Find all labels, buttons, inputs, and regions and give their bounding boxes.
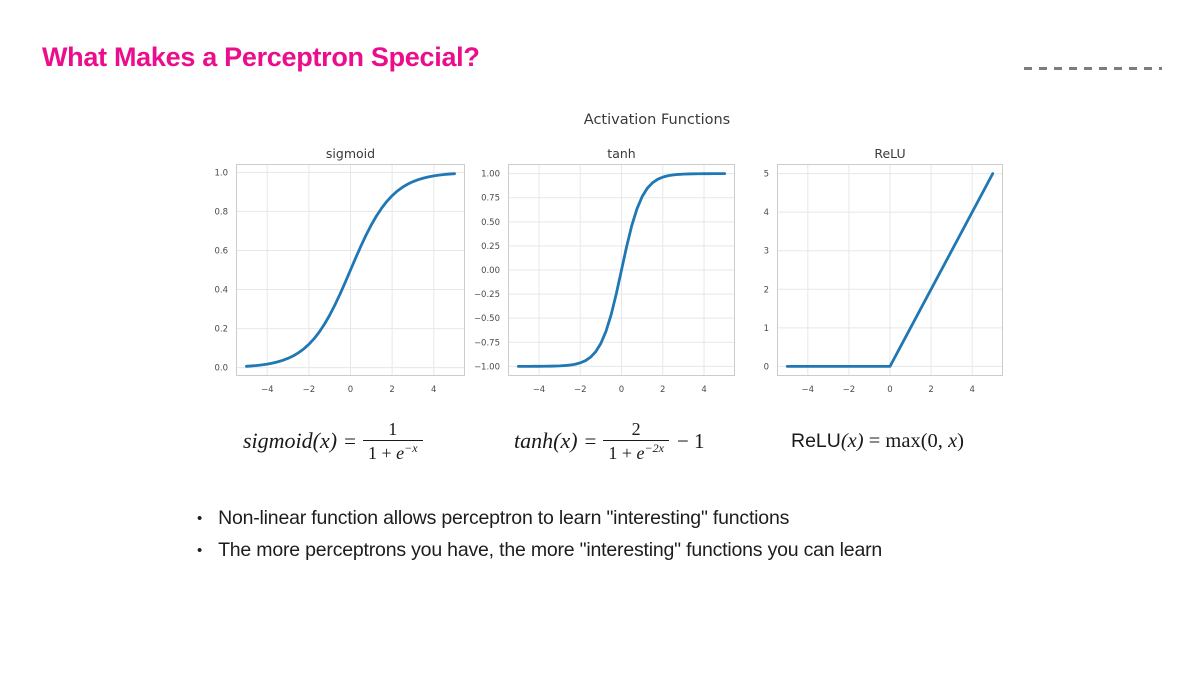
svg-text:5: 5 [764,170,769,180]
figure-title: Activation Functions [583,112,731,128]
svg-text:−2: −2 [843,385,856,395]
svg-text:−0.25: −0.25 [474,290,500,300]
relu-arg: (x) [840,429,864,452]
fraction-numerator: 2 [631,418,641,439]
sigmoid-formula: sigmoid(x) = 1 1 + e−x [243,405,423,477]
bullet-item: Non-linear function allows perceptron to… [197,503,882,535]
svg-text:0: 0 [348,385,353,395]
svg-text:4: 4 [764,208,769,218]
svg-text:0.8: 0.8 [214,207,228,217]
svg-text:1.0: 1.0 [214,168,228,178]
svg-text:−4: −4 [261,385,274,395]
svg-text:−4: −4 [533,385,546,395]
svg-text:0: 0 [764,362,769,372]
sigmoid-chart: 0.0 0.2 0.4 0.6 0.8 1.0 −4 −2 0 2 4 [214,164,465,395]
svg-text:−0.50: −0.50 [474,314,500,324]
fraction-denominator: 1 + e−2x [603,439,669,464]
sigmoid-chart-title: sigmoid [325,146,376,161]
svg-text:0.2: 0.2 [214,325,228,335]
svg-text:0.50: 0.50 [481,218,500,228]
svg-text:−4: −4 [802,385,815,395]
svg-text:2: 2 [928,385,933,395]
tanh-chart: −1.00 −0.75 −0.50 −0.25 0.00 0.25 0.50 0.75 1.00… [474,164,735,395]
svg-text:4: 4 [431,385,436,395]
logo-fragment-dashed-line [1024,67,1162,70]
svg-text:4: 4 [969,385,974,395]
relu-chart: 0 1 2 3 4 5 −4 −2 0 2 4 [764,164,1003,395]
tanh-formula-lhs: tanh(x) [514,428,578,453]
tanh-chart-title: tanh [607,146,636,161]
svg-text:−1.00: −1.00 [474,362,500,372]
euler-e: e [636,442,645,463]
svg-text:2: 2 [764,285,769,295]
svg-text:0.4: 0.4 [214,286,228,296]
bullet-list: Non-linear function allows perceptron to… [197,503,882,567]
svg-text:0.75: 0.75 [481,194,500,204]
svg-text:2: 2 [389,385,394,395]
page-title: What Makes a Perceptron Special? [42,42,480,72]
relu-var: x [948,429,958,452]
svg-text:0.00: 0.00 [481,266,500,276]
sigmoid-formula-lhs: sigmoid(x) [243,428,338,453]
tanh-formula: tanh(x) = 2 1 + e−2x − 1 [514,405,705,477]
svg-text:3: 3 [764,247,769,257]
bullet-item: The more perceptrons you have, the more … [197,535,882,567]
svg-text:−2: −2 [574,385,587,395]
svg-text:0.25: 0.25 [481,242,500,252]
minus-one-term: − 1 [676,428,705,453]
relu-equals-max: = max(0, [863,429,949,452]
relu-chart-title: ReLU [874,146,906,161]
fraction-denominator: 1 + e−x [362,439,423,464]
relu-close-paren: ) [957,429,964,452]
sigmoid-fraction: 1 1 + e−x [362,418,423,464]
svg-text:1.00: 1.00 [481,170,500,180]
equals-sign: = [344,428,356,453]
svg-text:0.6: 0.6 [214,246,228,256]
tanh-fraction: 2 1 + e−2x [603,419,669,463]
euler-e: e [396,442,405,463]
denominator-text: 1 + [367,442,397,463]
svg-text:0: 0 [619,385,624,395]
svg-text:−2: −2 [303,385,316,395]
exponent: −2x [644,440,664,455]
exponent: −x [404,440,418,455]
denominator-text: 1 + [608,442,637,463]
svg-text:4: 4 [701,385,706,395]
svg-text:2: 2 [660,385,665,395]
svg-text:0.0: 0.0 [214,364,228,374]
equals-sign: = [584,428,597,453]
relu-name: ReLU [791,429,841,452]
svg-text:−0.75: −0.75 [474,338,500,348]
relu-formula: ReLU (x) = max(0, x) [791,405,964,477]
svg-text:1: 1 [764,324,769,334]
fraction-numerator: 1 [388,418,398,439]
svg-text:0: 0 [887,385,892,395]
